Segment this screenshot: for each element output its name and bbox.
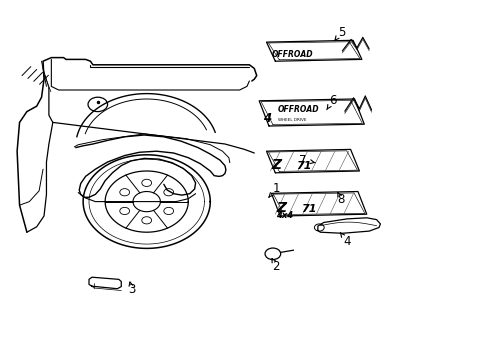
Text: Z: Z: [271, 158, 281, 172]
Text: WHEEL DRIVE: WHEEL DRIVE: [277, 118, 305, 122]
Text: 8: 8: [337, 193, 345, 206]
Text: 4x4: 4x4: [276, 211, 293, 220]
Text: 4: 4: [263, 112, 271, 125]
Text: 7: 7: [299, 154, 306, 167]
Text: 6: 6: [328, 94, 336, 107]
Text: 71: 71: [300, 204, 316, 215]
Text: 2: 2: [272, 260, 280, 273]
Text: Z: Z: [276, 201, 285, 215]
Text: OFFROAD: OFFROAD: [277, 105, 319, 114]
Text: OFFROAD: OFFROAD: [271, 50, 312, 59]
Text: 71: 71: [295, 161, 311, 171]
Text: 5: 5: [337, 26, 345, 39]
Text: 3: 3: [128, 283, 136, 296]
Text: 4: 4: [343, 235, 350, 248]
Text: 1: 1: [272, 183, 280, 195]
